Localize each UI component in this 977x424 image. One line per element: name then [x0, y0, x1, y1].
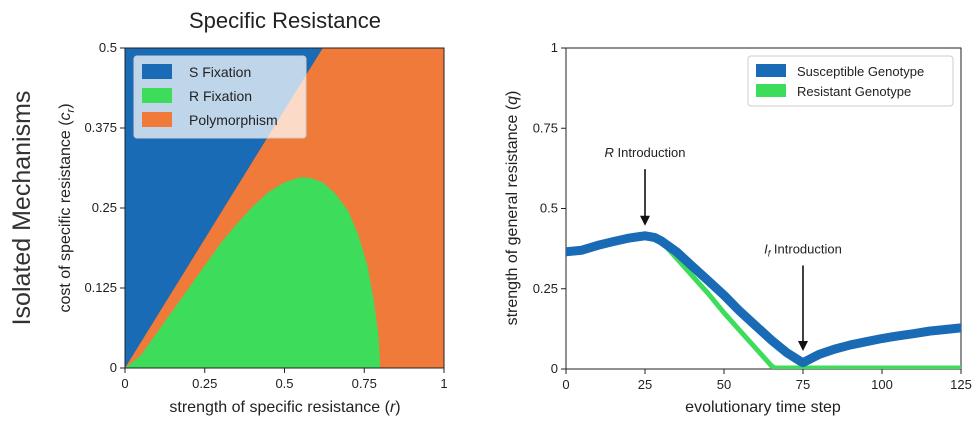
- right-x-tick-label: 0: [562, 377, 569, 392]
- right-legend-box: [747, 55, 954, 107]
- legend-swatch-polymorphism: [142, 112, 172, 127]
- right-y-tick-label: 0: [551, 361, 558, 376]
- right-x-tick-label: 75: [796, 377, 810, 392]
- line-series-layer: [566, 231, 961, 369]
- legend-label-s-fixation: S Fixation: [189, 64, 251, 80]
- left-x-tick-label: 0.25: [192, 376, 217, 391]
- right-x-axis: 0 25 50 75 100 125: [562, 369, 972, 392]
- right-legend: Susceptible Genotype Resistant Genotype: [747, 55, 954, 107]
- left-legend-box: [133, 55, 307, 139]
- left-x-axis-label: strength of specific resistance (r): [169, 399, 400, 416]
- legend-swatch-resistant: [756, 84, 786, 97]
- left-x-tick-label: 0: [121, 376, 128, 391]
- right-y-tick-label: 0.25: [533, 281, 558, 296]
- right-y-axis: 0 0.25 0.5 0.75 1: [533, 40, 566, 376]
- legend-swatch-s-fixation: [142, 64, 172, 79]
- if-introduction-arrow-head: [798, 340, 808, 351]
- left-panel: Specific Resistance 0 0.25 0.5 0.75 1 0 0.125…: [57, 8, 448, 416]
- right-y-tick-label: 1: [551, 40, 558, 55]
- right-x-tick-label: 50: [717, 377, 731, 392]
- right-x-tick-label: 100: [871, 377, 893, 392]
- annotation-layer: R Introduction If Introduction: [605, 145, 842, 351]
- right-y-tick-label: 0.75: [533, 120, 558, 135]
- left-y-tick-label: 0: [110, 360, 117, 375]
- left-y-tick-label: 0.5: [99, 40, 117, 55]
- right-y-axis-label: strength of general resistance (q): [504, 91, 521, 326]
- r-fixation-region: [125, 177, 381, 368]
- r-introduction-label: R Introduction: [605, 145, 686, 160]
- left-y-tick-label: 0.25: [92, 200, 117, 215]
- legend-swatch-susceptible: [756, 64, 786, 77]
- left-x-axis: 0 0.25 0.5 0.75 1: [121, 368, 448, 391]
- left-y-tick-label: 0.125: [84, 280, 117, 295]
- right-y-tick-label: 0.5: [540, 201, 558, 216]
- left-legend: S Fixation R Fixation Polymorphism: [133, 55, 307, 139]
- row-label: Isolated Mechanisms: [8, 91, 36, 326]
- right-x-tick-label: 25: [638, 377, 652, 392]
- left-y-axis: 0 0.125 0.25 0.375 0.5: [84, 40, 125, 375]
- left-chart-title: Specific Resistance: [189, 8, 381, 33]
- left-y-tick-label: 0.375: [84, 120, 117, 135]
- legend-swatch-r-fixation: [142, 88, 172, 103]
- left-x-tick-label: 0.75: [352, 376, 377, 391]
- left-x-tick-label: 0.5: [275, 376, 293, 391]
- legend-label-susceptible: Susceptible Genotype: [797, 64, 924, 79]
- left-y-axis-label: cost of specific resistance (cr): [57, 103, 77, 312]
- r-introduction-arrow-head: [640, 215, 650, 226]
- legend-label-r-fixation: R Fixation: [189, 88, 252, 104]
- legend-label-resistant: Resistant Genotype: [797, 84, 911, 99]
- right-x-tick-label: 125: [950, 377, 972, 392]
- resistant-genotype-line: [658, 238, 961, 369]
- if-introduction-label: If Introduction: [764, 241, 842, 258]
- legend-label-polymorphism: Polymorphism: [189, 112, 278, 128]
- susceptible-genotype-line: [566, 231, 961, 368]
- left-x-tick-label: 1: [440, 376, 447, 391]
- right-x-axis-label: evolutionary time step: [685, 399, 841, 416]
